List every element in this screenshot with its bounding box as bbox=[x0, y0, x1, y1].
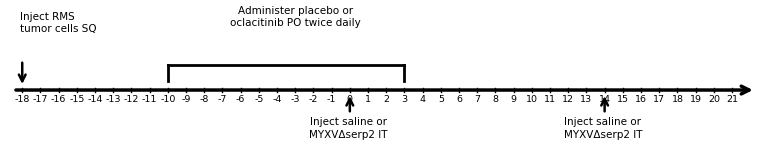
Text: -17: -17 bbox=[33, 95, 48, 104]
Text: -7: -7 bbox=[218, 95, 227, 104]
Text: Inject saline or
MYXVΔserp2 IT: Inject saline or MYXVΔserp2 IT bbox=[564, 117, 642, 140]
Text: 19: 19 bbox=[690, 95, 702, 104]
Text: -1: -1 bbox=[327, 95, 336, 104]
Text: 13: 13 bbox=[581, 95, 592, 104]
Text: -10: -10 bbox=[160, 95, 176, 104]
Text: -13: -13 bbox=[106, 95, 121, 104]
Text: 5: 5 bbox=[438, 95, 444, 104]
Text: -8: -8 bbox=[199, 95, 209, 104]
Text: -9: -9 bbox=[181, 95, 191, 104]
Text: Inject RMS
tumor cells SQ: Inject RMS tumor cells SQ bbox=[19, 12, 96, 34]
Text: 4: 4 bbox=[420, 95, 426, 104]
Text: 15: 15 bbox=[617, 95, 629, 104]
Text: -11: -11 bbox=[142, 95, 157, 104]
Text: -4: -4 bbox=[272, 95, 281, 104]
Text: -6: -6 bbox=[236, 95, 245, 104]
Text: 18: 18 bbox=[671, 95, 683, 104]
Text: -5: -5 bbox=[254, 95, 264, 104]
Text: 17: 17 bbox=[653, 95, 665, 104]
Text: 12: 12 bbox=[562, 95, 574, 104]
Text: -2: -2 bbox=[309, 95, 318, 104]
Text: 2: 2 bbox=[384, 95, 389, 104]
Text: 8: 8 bbox=[492, 95, 499, 104]
Text: -15: -15 bbox=[69, 95, 84, 104]
Text: -12: -12 bbox=[123, 95, 139, 104]
Text: -14: -14 bbox=[87, 95, 103, 104]
Text: 14: 14 bbox=[598, 95, 611, 104]
Text: Administer placebo or
oclacitinib PO twice daily: Administer placebo or oclacitinib PO twi… bbox=[230, 6, 360, 28]
Text: 3: 3 bbox=[401, 95, 407, 104]
Text: -16: -16 bbox=[51, 95, 66, 104]
Text: 9: 9 bbox=[511, 95, 517, 104]
Text: -3: -3 bbox=[291, 95, 300, 104]
Text: 0: 0 bbox=[347, 95, 353, 104]
Text: 6: 6 bbox=[456, 95, 462, 104]
Text: 21: 21 bbox=[726, 95, 738, 104]
Text: 16: 16 bbox=[635, 95, 647, 104]
Text: 10: 10 bbox=[526, 95, 538, 104]
Text: -18: -18 bbox=[15, 95, 30, 104]
Text: Inject saline or
MYXVΔserp2 IT: Inject saline or MYXVΔserp2 IT bbox=[309, 117, 387, 140]
Text: 20: 20 bbox=[708, 95, 720, 104]
Text: 1: 1 bbox=[365, 95, 371, 104]
Text: 7: 7 bbox=[474, 95, 480, 104]
Text: 11: 11 bbox=[544, 95, 556, 104]
